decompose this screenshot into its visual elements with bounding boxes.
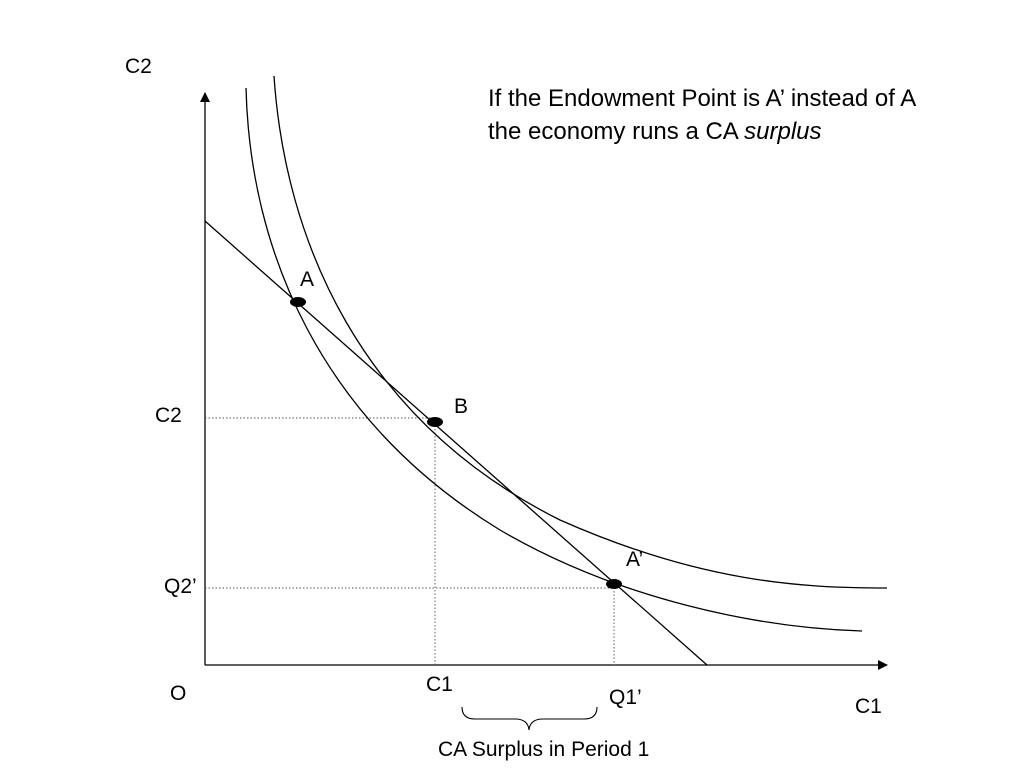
point-a-label: A: [300, 268, 314, 291]
point-b-label: B: [454, 395, 468, 418]
y-tick-c2-label: C2: [155, 404, 182, 427]
surplus-brace: [461, 706, 598, 731]
caption-line-1: If the Endowment Point is A’ instead of …: [488, 85, 917, 112]
origin-label: O: [170, 682, 186, 705]
point-a-marker: [290, 297, 306, 307]
caption-line-2-emphasis: surplus: [744, 118, 822, 145]
point-b-marker: [427, 417, 443, 427]
y-axis-label: C2: [125, 55, 152, 78]
caption-line-2-text: the economy runs a CA: [488, 118, 745, 145]
caption-line-2: the economy runs a CA surplus: [488, 115, 1018, 148]
point-a-prime-marker: [606, 579, 622, 589]
x-tick-q1-label: Q1’: [609, 686, 642, 709]
surplus-brace-label: CA Surplus in Period 1: [438, 738, 649, 761]
diagram-caption: If the Endowment Point is A’ instead of …: [488, 82, 1018, 148]
x-tick-c1-label: C1: [426, 673, 453, 696]
indifference-curve-upper: [273, 75, 888, 589]
x-axis-label: C1: [855, 695, 882, 718]
indifference-curve-lower: [245, 87, 863, 632]
budget-line: [204, 220, 708, 666]
y-tick-q2-label: Q2’: [164, 575, 197, 598]
point-a-prime-label: A’: [626, 548, 643, 571]
